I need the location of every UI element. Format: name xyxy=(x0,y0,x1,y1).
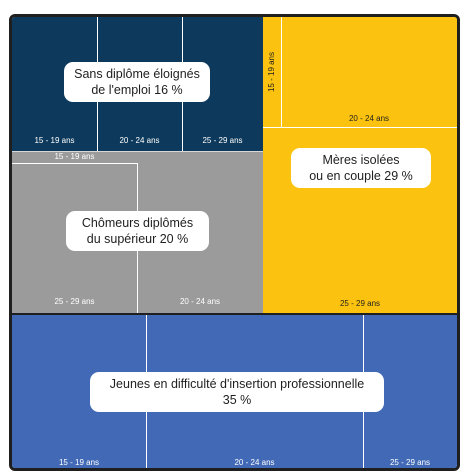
divider xyxy=(12,151,263,152)
age-label-jeunes-2: 20 - 24 ans xyxy=(234,458,275,467)
age-label-chomeurs-1: 15 - 19 ans xyxy=(54,152,95,161)
age-label-meres-2: 20 - 24 ans xyxy=(348,114,390,123)
age-label-sans-diplome-2: 20 - 24 ans xyxy=(119,136,160,145)
age-label-jeunes-3: 25 - 29 ans xyxy=(389,458,431,467)
age-label-chomeurs-3: 20 - 24 ans xyxy=(179,297,221,306)
age-label-jeunes-1: 15 - 19 ans xyxy=(58,458,100,467)
segment-label-meres: Mères isolées ou en couple 29 % xyxy=(291,148,431,188)
age-label-meres-1: 15 - 19 ans xyxy=(267,51,276,93)
divider xyxy=(263,127,457,128)
segment-label-jeunes: Jeunes en difficulté d'insertion profess… xyxy=(90,372,384,412)
divider xyxy=(281,17,282,127)
age-label-sans-diplome-3: 25 - 29 ans xyxy=(202,136,243,145)
segment-label-chomeurs: Chômeurs diplômés du supérieur 20 % xyxy=(66,211,209,251)
divider xyxy=(12,313,457,315)
age-label-chomeurs-2: 25 - 29 ans xyxy=(54,297,95,306)
divider xyxy=(12,163,137,164)
treemap-chart: 15 - 19 ans 20 - 24 ans 25 - 29 ans Sans… xyxy=(9,14,460,471)
age-label-meres-3: 25 - 29 ans xyxy=(339,299,381,308)
segment-label-sans-diplome: Sans diplôme éloignés de l'emploi 16 % xyxy=(64,62,210,102)
age-label-sans-diplome-1: 15 - 19 ans xyxy=(34,136,75,145)
